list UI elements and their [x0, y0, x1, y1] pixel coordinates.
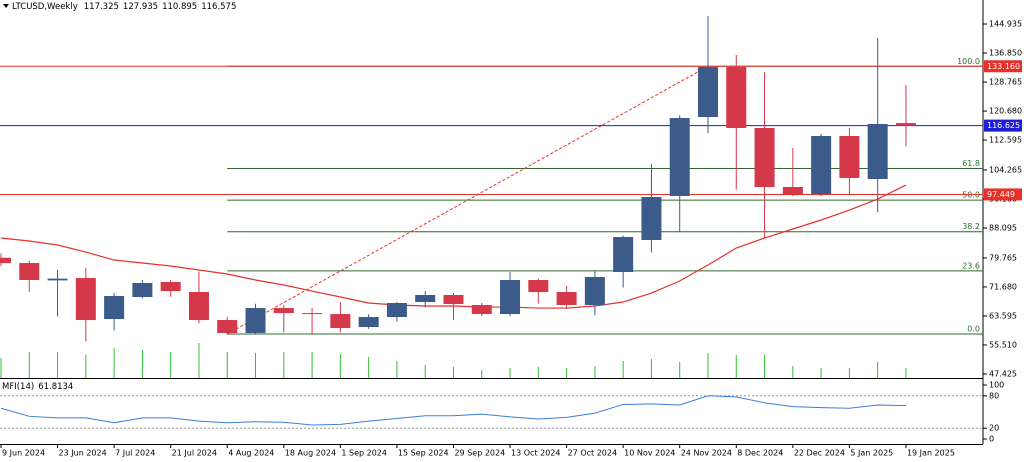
x-tick-label: 10 Nov 2024 [624, 449, 675, 458]
x-tick-label: 13 Oct 2024 [511, 449, 560, 458]
indicator-line [0, 395, 906, 426]
y-tick-label: 136.850 [989, 49, 1022, 58]
indicator-label-part: 61.8134 [38, 382, 73, 392]
y-tick-label: 20 [989, 424, 999, 433]
candle-body [132, 283, 153, 298]
indicator-label-part: MFI(14) [2, 382, 34, 392]
candle-body [358, 317, 379, 328]
menu-triangle[interactable] [3, 4, 9, 8]
candle-body [500, 280, 521, 315]
candle-body [867, 124, 888, 180]
y-tick-label: 120.680 [989, 107, 1022, 116]
candle-body [415, 295, 436, 303]
candle-body [0, 257, 11, 264]
title-part: 117.325 [84, 2, 119, 12]
candle-body [698, 67, 718, 118]
candle-body [443, 295, 464, 305]
x-tick-label: 4 Aug 2024 [228, 449, 274, 458]
candle-body [895, 123, 916, 126]
candle-body [471, 305, 492, 315]
x-tick-label: 23 Jun 2024 [59, 449, 107, 458]
candle-body [613, 237, 634, 273]
y-tick-label: 79.765 [989, 253, 1017, 262]
candle-body [556, 292, 577, 306]
candle-body [386, 303, 407, 318]
y-tick-label: 80 [989, 391, 999, 400]
y-tick-label: 88.095 [989, 224, 1017, 233]
y-tick-label: 71.680 [989, 282, 1017, 291]
x-tick-label: 19 Jan 2025 [907, 449, 955, 458]
x-tick-label: 1 Sep 2024 [341, 449, 387, 458]
candle-body [782, 187, 803, 195]
indicator-label: MFI(14) 61.8134 [2, 382, 73, 392]
price-label-box [984, 119, 1022, 132]
price-label: 97.449 [987, 190, 1015, 199]
x-tick-label: 7 Jul 2024 [115, 449, 155, 458]
candle-body [188, 292, 209, 321]
y-tick-label: 47.425 [989, 369, 1017, 378]
fib-label: 100.0 [957, 57, 980, 66]
fib-label: 23.6 [962, 261, 980, 270]
chart-title: LTCUSD,Weekly 117.325 127.935 110.895 116.57… [12, 2, 236, 12]
candle-body [302, 313, 323, 315]
y-tick-label: 112.595 [989, 136, 1022, 145]
x-tick-label: 27 Oct 2024 [568, 449, 617, 458]
title-part: 110.895 [162, 2, 197, 12]
title-part: 116.575 [201, 2, 236, 12]
price-label-box [984, 188, 1022, 201]
price-label: 133.160 [987, 62, 1020, 71]
candle-body [811, 136, 832, 195]
candle-body [47, 278, 68, 281]
x-tick-label: 8 Dec 2024 [737, 449, 783, 458]
candle-body [726, 67, 747, 128]
x-tick-label: 15 Sep 2024 [398, 449, 449, 458]
x-tick-label: 18 Aug 2024 [285, 449, 336, 458]
x-tick-label: 22 Dec 2024 [794, 449, 845, 458]
x-tick-label: 9 Jun 2024 [2, 449, 45, 458]
fib-label: 38.2 [962, 222, 980, 231]
y-tick-label: 0 [989, 434, 994, 443]
title-part: 127.935 [123, 2, 158, 12]
y-tick-label: 100 [989, 381, 1004, 390]
y-tick-label: 63.595 [989, 311, 1017, 320]
candle-body [584, 277, 605, 306]
candle-body [641, 197, 662, 241]
candle-body [273, 308, 294, 314]
title-part: LTCUSD,Weekly [12, 2, 78, 12]
x-tick-label: 21 Jul 2024 [172, 449, 217, 458]
candle-body [330, 314, 351, 329]
candle-body [75, 278, 96, 321]
y-tick-label: 144.935 [989, 19, 1022, 28]
candle-body [528, 280, 549, 293]
y-tick-label: 104.265 [989, 165, 1022, 174]
candle-body [160, 282, 181, 292]
x-tick-label: 24 Nov 2024 [681, 449, 732, 458]
fib-label: 61.8 [962, 159, 980, 168]
x-tick-label: 29 Sep 2024 [454, 449, 505, 458]
price-label: 116.625 [987, 121, 1020, 130]
candle-body [217, 320, 238, 334]
price-label-box [984, 60, 1022, 73]
fib-label: 0.0 [967, 325, 980, 334]
candle-body [754, 127, 775, 188]
y-tick-label: 128.765 [989, 78, 1022, 87]
candle-body [19, 263, 40, 281]
candle-body [839, 136, 860, 178]
fib-trend [226, 65, 709, 335]
candle-body [245, 308, 266, 334]
fib-label: 50.0 [962, 191, 980, 200]
candle-body [104, 296, 125, 320]
y-tick-label: 55.510 [989, 340, 1017, 349]
x-tick-label: 5 Jan 2025 [850, 449, 893, 458]
candle-body [669, 118, 690, 197]
